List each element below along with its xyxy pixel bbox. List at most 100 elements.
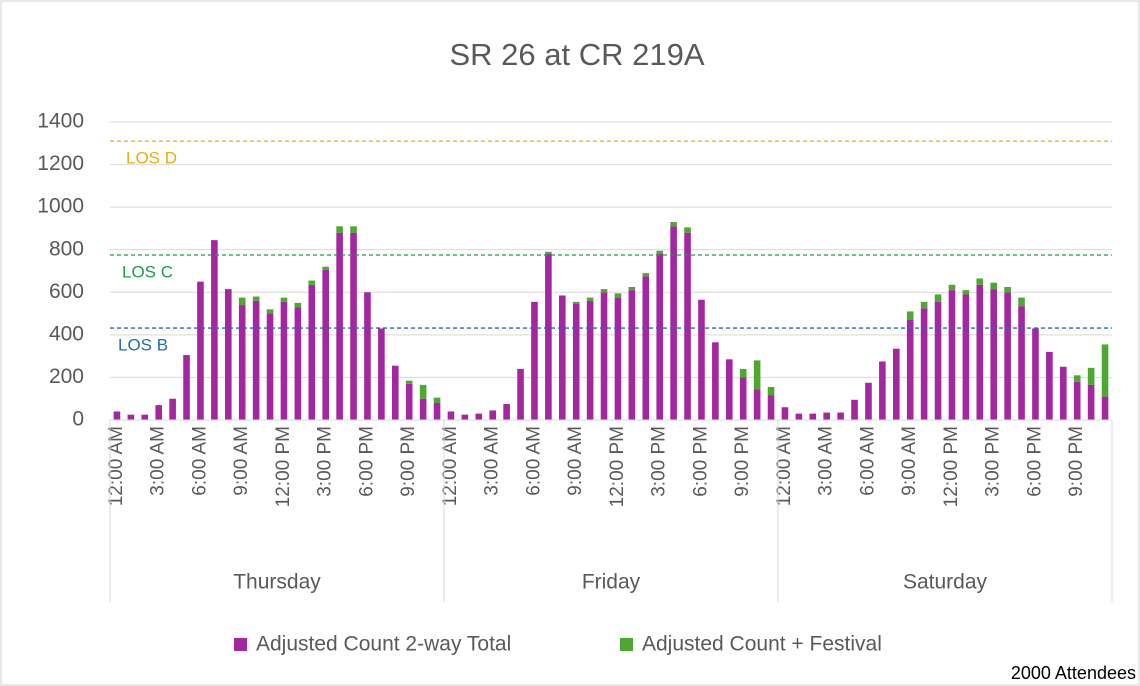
bar-segment: [976, 284, 984, 420]
bar-segment: [642, 276, 650, 420]
x-tick-label: 12:00 AM: [106, 426, 127, 506]
bar-segment: [419, 384, 427, 399]
bar-segment: [781, 407, 789, 420]
x-tick-label: 3:00 AM: [482, 426, 503, 496]
y-tick-label: 0: [72, 408, 84, 431]
bar-segment: [489, 410, 497, 420]
group-label: Thursday: [233, 571, 321, 594]
bar-segment: [823, 412, 831, 420]
bar-segment: [976, 278, 984, 285]
x-tick-label: 6:00 PM: [356, 426, 377, 497]
bar-segment: [252, 296, 260, 301]
bar-segment: [670, 222, 677, 227]
x-tick-label: 3:00 PM: [649, 426, 670, 497]
bar-segment: [169, 398, 176, 420]
bar-segment: [684, 232, 691, 420]
bar-segment: [725, 359, 733, 420]
bar-segment: [211, 240, 218, 420]
bar-segment: [558, 295, 566, 420]
bar-segment: [336, 232, 343, 420]
bar-segment: [447, 411, 455, 420]
bar-segment: [1101, 344, 1109, 397]
bar-segment: [795, 413, 803, 420]
bar-segment: [280, 297, 288, 302]
x-tick-label: 6:00 PM: [1024, 426, 1045, 497]
y-tick-label: 1400: [37, 110, 84, 133]
bar-segment: [767, 395, 775, 420]
bar-segment: [739, 377, 747, 420]
bar-segment: [865, 382, 872, 420]
x-tick-label: 9:00 PM: [398, 426, 419, 497]
bar-segment: [948, 290, 956, 420]
bar-segment: [224, 289, 232, 420]
bar-segment: [308, 284, 316, 420]
bar-segment: [517, 368, 524, 420]
bar-segment: [614, 293, 622, 298]
bar-segment: [670, 226, 677, 420]
y-tick-label: 800: [49, 237, 84, 260]
x-tick-label: 12:00 PM: [941, 426, 962, 507]
x-tick-label: 3:00 PM: [315, 426, 336, 497]
bar-segment: [837, 412, 844, 420]
group-label: Saturday: [903, 571, 988, 594]
bar-segment: [1018, 306, 1025, 420]
bar-segment: [642, 273, 650, 277]
bar-segment: [155, 405, 163, 420]
bar-segment: [461, 414, 469, 420]
bar-segment: [433, 397, 441, 403]
bar-segment: [920, 308, 928, 420]
bar-segment: [684, 227, 691, 233]
x-tick-label: 12:00 PM: [273, 426, 294, 507]
bar-segment: [238, 297, 246, 306]
bar-segment: [1087, 367, 1095, 385]
x-tick-label: 3:00 PM: [983, 426, 1004, 497]
bar-segment: [545, 253, 552, 420]
bar-segment: [294, 307, 302, 420]
bar-segment: [572, 303, 580, 420]
bar-segment: [906, 319, 914, 420]
bar-segment: [280, 301, 288, 420]
x-tick-label: 3:00 AM: [816, 426, 837, 496]
bar-segment: [308, 280, 316, 285]
y-tick-label: 600: [49, 280, 84, 303]
bar-segment: [127, 414, 135, 420]
bar-segment: [990, 282, 998, 290]
bar-segment: [405, 380, 413, 384]
bar-segment: [1046, 351, 1053, 420]
bar-segment: [656, 250, 664, 254]
y-tick-label: 1200: [37, 152, 84, 175]
legend-label: Adjusted Count 2-way Total: [256, 633, 511, 656]
x-tick-label: 9:00 AM: [565, 426, 586, 496]
bar-segment: [753, 360, 761, 390]
x-tick-label: 12:00 AM: [440, 426, 461, 506]
bar-segment: [586, 297, 594, 301]
x-tick-label: 6:00 AM: [857, 426, 878, 496]
bar-segment: [600, 292, 608, 420]
bar-segment: [712, 342, 719, 420]
bar-segment: [767, 387, 775, 396]
x-tick-label: 12:00 AM: [774, 426, 795, 506]
bar-segment: [698, 299, 705, 420]
bar-segment: [141, 414, 149, 420]
bar-segment: [322, 269, 330, 420]
bar-segment: [433, 402, 441, 420]
bar-segment: [948, 284, 956, 291]
x-tick-label: 9:00 PM: [732, 426, 753, 497]
bar-segment: [1059, 366, 1067, 420]
bar-segment: [990, 289, 998, 420]
bar-segment: [934, 294, 942, 302]
note: 2000 Attendees: [1011, 663, 1136, 683]
bar-segment: [1004, 286, 1011, 293]
x-tick-label: 9:00 AM: [899, 426, 920, 496]
x-tick-label: 9:00 PM: [1066, 426, 1087, 497]
reference-label: LOS C: [122, 263, 173, 282]
bar-segment: [252, 300, 260, 420]
bar-segment: [545, 251, 552, 254]
bar-segment: [1032, 328, 1039, 420]
bar-segment: [183, 355, 190, 420]
bar-segment: [920, 301, 928, 309]
reference-label: LOS D: [126, 149, 177, 168]
y-tick-label: 1000: [37, 195, 84, 218]
reference-label: LOS B: [118, 336, 168, 355]
